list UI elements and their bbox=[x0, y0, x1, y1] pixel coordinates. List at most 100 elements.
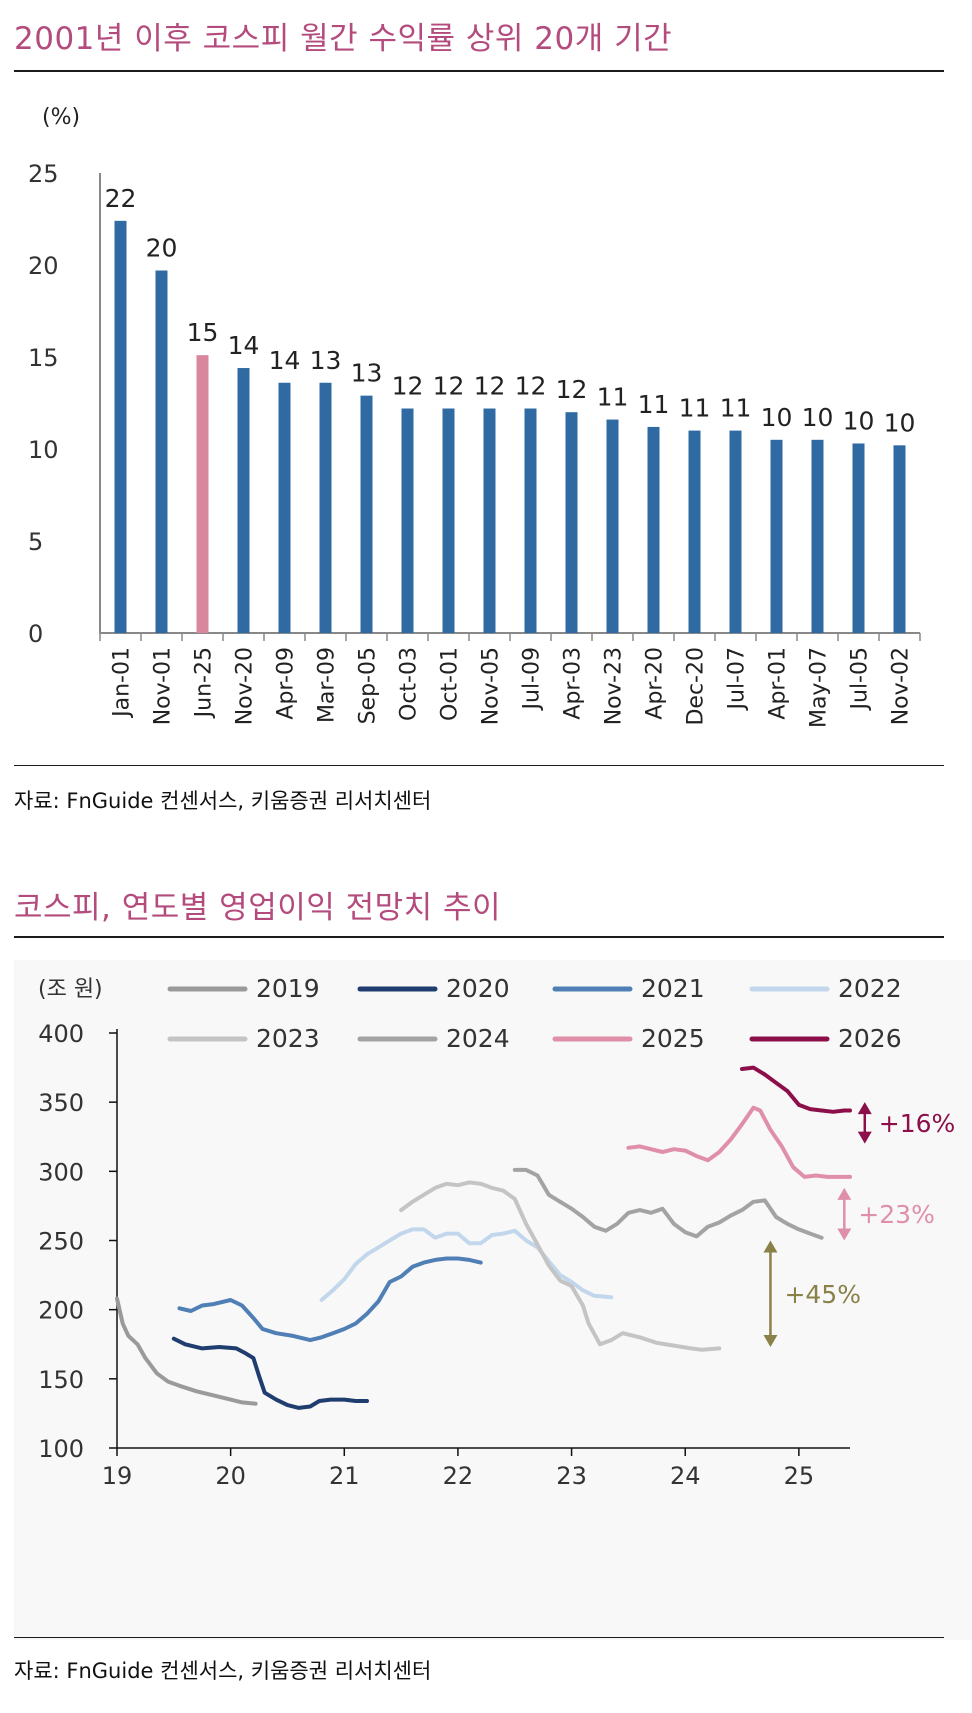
bar-data-label: 12 bbox=[392, 372, 424, 401]
annotation-arrow-head bbox=[857, 1102, 872, 1115]
line-chart-y-unit: (조 원) bbox=[38, 977, 103, 1002]
line-chart-y-tick-label: 300 bbox=[38, 1158, 84, 1186]
bar-chart-x-tick-label: Sep-05 bbox=[356, 647, 381, 724]
line-chart-x-tick-label: 22 bbox=[443, 1462, 474, 1490]
bar-chart-y-tick-label: 20 bbox=[28, 252, 59, 280]
line-chart-x-tick-label: 24 bbox=[670, 1462, 701, 1490]
bar bbox=[729, 430, 742, 633]
bar-chart-x-tick-label: Nov-23 bbox=[602, 647, 627, 725]
bar bbox=[770, 439, 783, 633]
bar-data-label: 12 bbox=[556, 375, 588, 404]
legend-label: 2026 bbox=[838, 1024, 902, 1053]
bar bbox=[360, 395, 373, 633]
annotation-arrow-head bbox=[837, 1187, 852, 1200]
bar-chart-x-tick-label: Nov-02 bbox=[889, 647, 914, 725]
bar-data-label: 12 bbox=[474, 372, 506, 401]
bar-data-label: 11 bbox=[720, 394, 752, 423]
line-chart-bottom-rule bbox=[14, 1637, 944, 1638]
bar-chart-x-tick-label: Nov-20 bbox=[233, 647, 258, 725]
series-line-2020 bbox=[171, 1336, 369, 1410]
bar-data-label: 12 bbox=[433, 372, 465, 401]
bar bbox=[442, 408, 455, 633]
line-chart-x-tick-label: 25 bbox=[784, 1462, 815, 1490]
legend-label: 2022 bbox=[838, 974, 902, 1003]
annotation-label: +16% bbox=[879, 1109, 956, 1138]
bar-chart-x-tick-label: Jun-25 bbox=[192, 647, 217, 719]
line-chart-x-tick-label: 20 bbox=[215, 1462, 246, 1490]
series-line-2022 bbox=[319, 1227, 614, 1302]
bar-chart-x-tick-label: Jul-09 bbox=[520, 647, 545, 711]
bar-data-label: 10 bbox=[761, 403, 793, 432]
bar-data-label: 12 bbox=[515, 372, 547, 401]
annotation-label: +23% bbox=[858, 1200, 935, 1229]
bar bbox=[524, 408, 537, 633]
legend-label: 2024 bbox=[446, 1024, 510, 1053]
line-chart-y-tick-label: 350 bbox=[38, 1089, 84, 1117]
line-chart-y-tick-label: 250 bbox=[38, 1228, 84, 1256]
series-line-2025 bbox=[626, 1105, 852, 1179]
bar bbox=[565, 412, 578, 633]
bar bbox=[278, 382, 291, 633]
series-line-2019 bbox=[115, 1296, 258, 1406]
bar-chart-y-tick-label: 5 bbox=[28, 528, 43, 556]
legend-label: 2019 bbox=[256, 974, 320, 1003]
series-line-2023 bbox=[399, 1180, 722, 1352]
bar-data-label: 11 bbox=[597, 383, 629, 412]
legend-label: 2025 bbox=[641, 1024, 705, 1053]
bar-chart-x-tick-label: Dec-20 bbox=[684, 647, 709, 726]
bar-data-label: 13 bbox=[310, 346, 342, 375]
bar-chart-title: 2001년 이후 코스피 월간 수익률 상위 20개 기간 bbox=[14, 21, 673, 57]
bar-chart-x-tick-label: Oct-01 bbox=[438, 647, 463, 721]
bar-data-label: 15 bbox=[187, 318, 219, 347]
bar-data-label: 14 bbox=[269, 346, 301, 375]
annotation-arrow-head bbox=[837, 1228, 852, 1241]
line-chart-y-tick-label: 400 bbox=[38, 1020, 84, 1048]
bar-data-label: 22 bbox=[105, 184, 137, 213]
bar-chart-bottom-rule bbox=[14, 765, 944, 766]
line-chart-x-tick-label: 21 bbox=[329, 1462, 360, 1490]
bar-chart-x-tick-label: Jan-01 bbox=[110, 647, 135, 719]
bar bbox=[401, 408, 414, 633]
annotation-label: +45% bbox=[784, 1280, 861, 1309]
bar-data-label: 11 bbox=[679, 394, 711, 423]
bar bbox=[852, 443, 865, 633]
bar-chart-title-rule bbox=[14, 70, 944, 72]
annotation-arrow-head bbox=[763, 1240, 778, 1253]
bar-chart-x-tick-label: Oct-03 bbox=[397, 647, 422, 721]
bar bbox=[237, 368, 250, 633]
bar-chart-x-tick-label: Jul-07 bbox=[725, 647, 750, 711]
bar-data-label: 10 bbox=[802, 403, 834, 432]
line-chart-title-rule bbox=[14, 936, 944, 938]
line-chart-x-tick-label: 23 bbox=[556, 1462, 587, 1490]
bar-chart-x-tick-label: Apr-03 bbox=[561, 647, 586, 720]
series-line-2026 bbox=[740, 1065, 852, 1114]
legend-label: 2023 bbox=[256, 1024, 320, 1053]
line-chart-source: 자료: FnGuide 컨센서스, 키움증권 리서치센터 bbox=[14, 1659, 432, 1683]
bar bbox=[893, 445, 906, 633]
legend-label: 2021 bbox=[641, 974, 705, 1003]
series-line-2024 bbox=[512, 1167, 824, 1240]
bar-chart-x-tick-label: Nov-01 bbox=[151, 647, 176, 725]
series-line-2021 bbox=[177, 1256, 483, 1343]
bar-chart: (%) 0 5 10 15 20 25 22 Jan-01 20 Nov-01 15 Jun-25 14… bbox=[28, 105, 921, 728]
bar-data-label: 20 bbox=[146, 234, 178, 263]
bar bbox=[196, 355, 209, 633]
line-chart-title: 코스피, 연도별 영업이익 전망치 추이 bbox=[14, 890, 502, 926]
legend-label: 2020 bbox=[446, 974, 510, 1003]
bar-data-label: 11 bbox=[638, 390, 670, 419]
bar-chart-x-tick-label: May-07 bbox=[807, 647, 832, 728]
bar-chart-y-tick-label: 0 bbox=[28, 620, 43, 648]
bar-chart-y-tick-label: 15 bbox=[28, 344, 59, 372]
line-chart-y-tick-label: 150 bbox=[38, 1366, 84, 1394]
bar bbox=[811, 439, 824, 633]
bar bbox=[155, 270, 168, 633]
bar-chart-x-tick-label: Apr-01 bbox=[766, 647, 791, 720]
line-chart-y-tick-label: 100 bbox=[38, 1435, 84, 1463]
bar-data-label: 14 bbox=[228, 331, 260, 360]
bar-data-label: 10 bbox=[884, 408, 916, 437]
bar-data-label: 10 bbox=[843, 406, 875, 435]
bar-data-label: 13 bbox=[351, 359, 383, 388]
bar bbox=[606, 419, 619, 633]
bar-chart-x-tick-label: Mar-09 bbox=[315, 647, 340, 723]
